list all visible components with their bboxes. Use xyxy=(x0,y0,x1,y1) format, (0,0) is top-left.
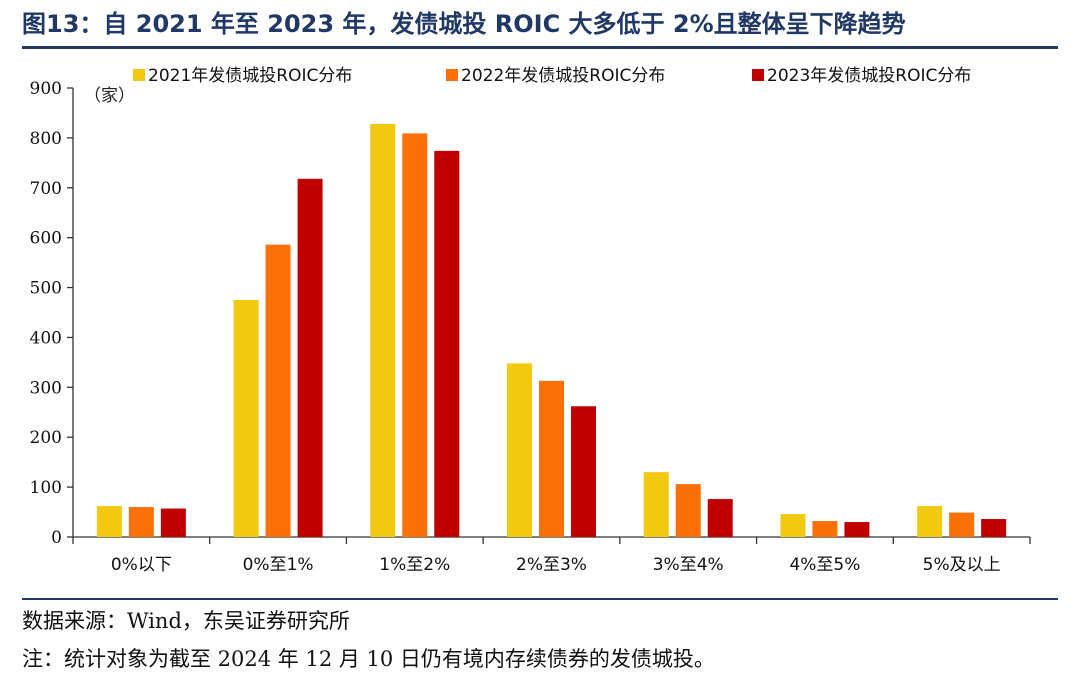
bar-3-7 xyxy=(981,519,1007,537)
bar-2-7 xyxy=(949,512,975,537)
bar-2-6 xyxy=(812,521,838,537)
footnote: 注：统计对象为截至 2024 年 12 月 10 日仍有境内存续债券的发债城投。 xyxy=(22,647,715,671)
legend-label-1: 2021年发债城投ROIC分布 xyxy=(148,66,352,86)
legend-swatch-3 xyxy=(752,69,764,81)
figure-title: 图13：自 2021 年至 2023 年，发债城投 ROIC 大多低于 2%且整… xyxy=(22,10,906,38)
legend-swatch-2 xyxy=(446,69,458,81)
footer-rule xyxy=(22,598,1058,600)
bar-1-2 xyxy=(233,300,259,537)
bar-3-4 xyxy=(571,406,596,537)
x-tick-label: 4%至5% xyxy=(789,555,860,575)
x-tick-label: 1%至2% xyxy=(379,555,450,575)
bar-1-5 xyxy=(643,472,669,537)
bar-2-3 xyxy=(402,133,428,537)
x-tick-label: 0%以下 xyxy=(111,555,172,575)
bar-3-2 xyxy=(297,178,323,537)
legend-swatch-1 xyxy=(133,69,145,81)
bar-2-5 xyxy=(675,484,701,537)
bar-3-6 xyxy=(844,522,870,537)
title-rule xyxy=(22,46,1058,49)
bar-1-1 xyxy=(96,506,122,537)
y-tick-label: 200 xyxy=(30,428,62,448)
y-tick-label: 300 xyxy=(30,378,62,398)
legend-label-3: 2023年发债城投ROIC分布 xyxy=(767,66,971,86)
y-tick-label: 600 xyxy=(30,229,62,249)
y-tick-label: 700 xyxy=(30,179,62,199)
bar-1-6 xyxy=(780,514,806,537)
bar-chart: 0 100 200 300 400 500 600 700 800 900 （家） 0%以下 0%至1%… xyxy=(30,66,1031,575)
bar-2-2 xyxy=(265,244,291,537)
y-tick-label: 800 xyxy=(30,129,62,149)
legend-label-2: 2022年发债城投ROIC分布 xyxy=(461,66,665,86)
bar-1-3 xyxy=(370,123,396,538)
bar-1-4 xyxy=(507,363,532,537)
y-tick-label: 0 xyxy=(51,528,62,548)
bar-3-5 xyxy=(707,499,733,537)
y-tick-label: 500 xyxy=(30,279,62,299)
bar-2-1 xyxy=(128,507,154,537)
y-tick-label: 400 xyxy=(30,328,62,348)
y-tick-label: 100 xyxy=(30,478,62,498)
bar-3-3 xyxy=(434,150,460,538)
bar-2-4 xyxy=(539,380,564,537)
source-note: 数据来源：Wind，东吴证券研究所 xyxy=(22,609,350,633)
bar-1-7 xyxy=(917,506,943,537)
y-axis-unit-label: （家） xyxy=(84,86,135,106)
y-tick-label: 900 xyxy=(30,79,62,99)
x-tick-label: 2%至3% xyxy=(516,555,587,575)
bar-3-1 xyxy=(160,508,186,537)
x-tick-label: 5%及以上 xyxy=(923,555,1001,575)
x-tick-label: 3%至4% xyxy=(653,555,724,575)
x-tick-label: 0%至1% xyxy=(243,555,314,575)
